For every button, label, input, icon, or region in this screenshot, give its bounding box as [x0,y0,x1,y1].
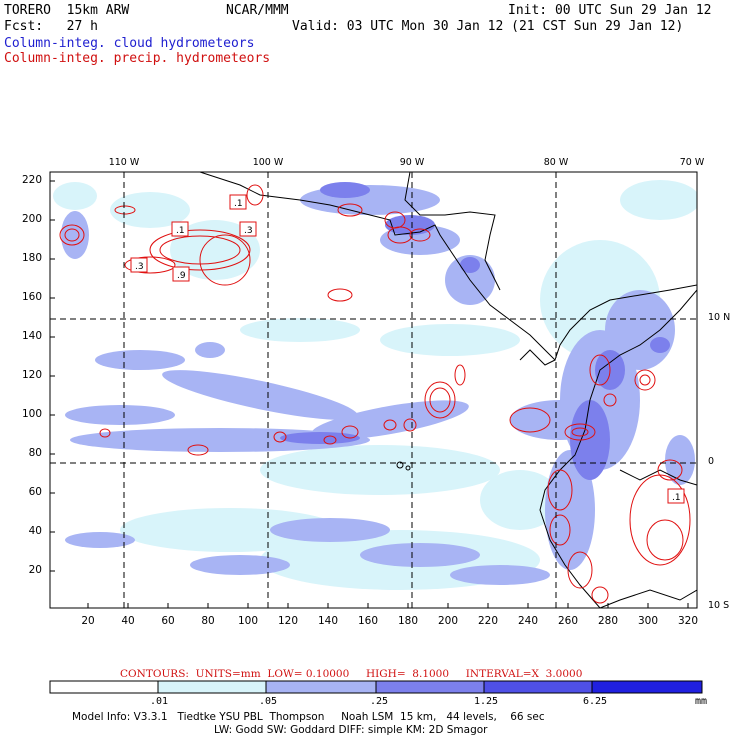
x-tick: 120 [277,615,299,627]
lon-label: 70 W [679,157,705,168]
contour-info: CONTOURS: UNITS=mm LOW= 0.10000 HIGH= 8.… [120,668,583,680]
max-value-boxes: .1 .1 .3 .3 .9 .1 [130,194,685,504]
colorbar [49,680,703,694]
lon-label: 90 W [399,157,425,168]
lon-label: 80 W [543,157,569,168]
y-tick: 40 [28,525,42,537]
lat-lon-grid [50,172,697,608]
y-tick: 200 [21,213,42,225]
x-tick: 160 [357,615,379,627]
cloud-field-title: Column-integ. cloud hydrometeors [4,36,255,51]
x-tick: 280 [597,615,619,627]
y-tick: 100 [21,408,42,420]
x-tick: 40 [121,615,135,627]
colorbar-label: .05 [259,696,278,707]
x-tick: 220 [477,615,499,627]
y-tick: 80 [28,447,42,459]
y-tick: 140 [21,330,42,342]
x-tick: 60 [161,615,175,627]
colorbar-label: 6.25 [583,696,608,707]
svg-text:.1: .1 [234,199,243,209]
y-tick: 120 [21,369,42,381]
colorbar-label: .25 [370,696,389,707]
organization: NCAR/MMM [226,3,289,18]
forecast-hour: Fcst: 27 h [4,19,98,34]
precip-field-title: Column-integ. precip. hydrometeors [4,51,271,66]
axis-ticks [50,180,689,608]
colorbar-units: mm [695,696,708,707]
x-tick: 80 [201,615,215,627]
x-tick: 20 [81,615,95,627]
svg-text:.3: .3 [244,226,253,236]
y-tick: 60 [28,486,42,498]
colorbar-label: 1.25 [474,696,499,707]
model-name: TORERO 15km ARW [4,3,130,18]
model-info-line1: Model Info: V3.3.1 Tiedtke YSU PBL Thomp… [72,711,545,723]
x-tick: 180 [397,615,419,627]
lat-label: 10 S [708,600,730,611]
lon-label: 100 W [252,157,284,168]
lat-label: 10 N [708,312,731,323]
x-tick: 140 [317,615,339,627]
svg-text:.3: .3 [135,262,144,272]
y-tick: 160 [21,291,42,303]
x-tick: 200 [437,615,459,627]
svg-text:.9: .9 [177,271,186,281]
model-info-line2: LW: Godd SW: Goddard DIFF: simple KM: 2D… [214,724,488,736]
valid-time: Valid: 03 UTC Mon 30 Jan 12 (21 CST Sun … [292,19,684,34]
svg-text:.1: .1 [672,493,681,503]
colorbar-label: .01 [150,696,169,707]
x-tick: 260 [557,615,579,627]
svg-text:.1: .1 [176,226,185,236]
map-frame [49,171,698,609]
y-tick: 220 [21,174,42,186]
lat-label: 0 [708,456,715,467]
y-tick: 180 [21,252,42,264]
coastline [199,172,697,608]
cloud-shading [53,180,697,590]
x-tick: 320 [677,615,699,627]
init-time: Init: 00 UTC Sun 29 Jan 12 [508,3,712,18]
y-tick: 20 [28,564,42,576]
x-tick: 300 [637,615,659,627]
lon-label: 110 W [108,157,140,168]
precip-contours [59,184,691,604]
x-tick: 240 [517,615,539,627]
x-tick: 100 [237,615,259,627]
